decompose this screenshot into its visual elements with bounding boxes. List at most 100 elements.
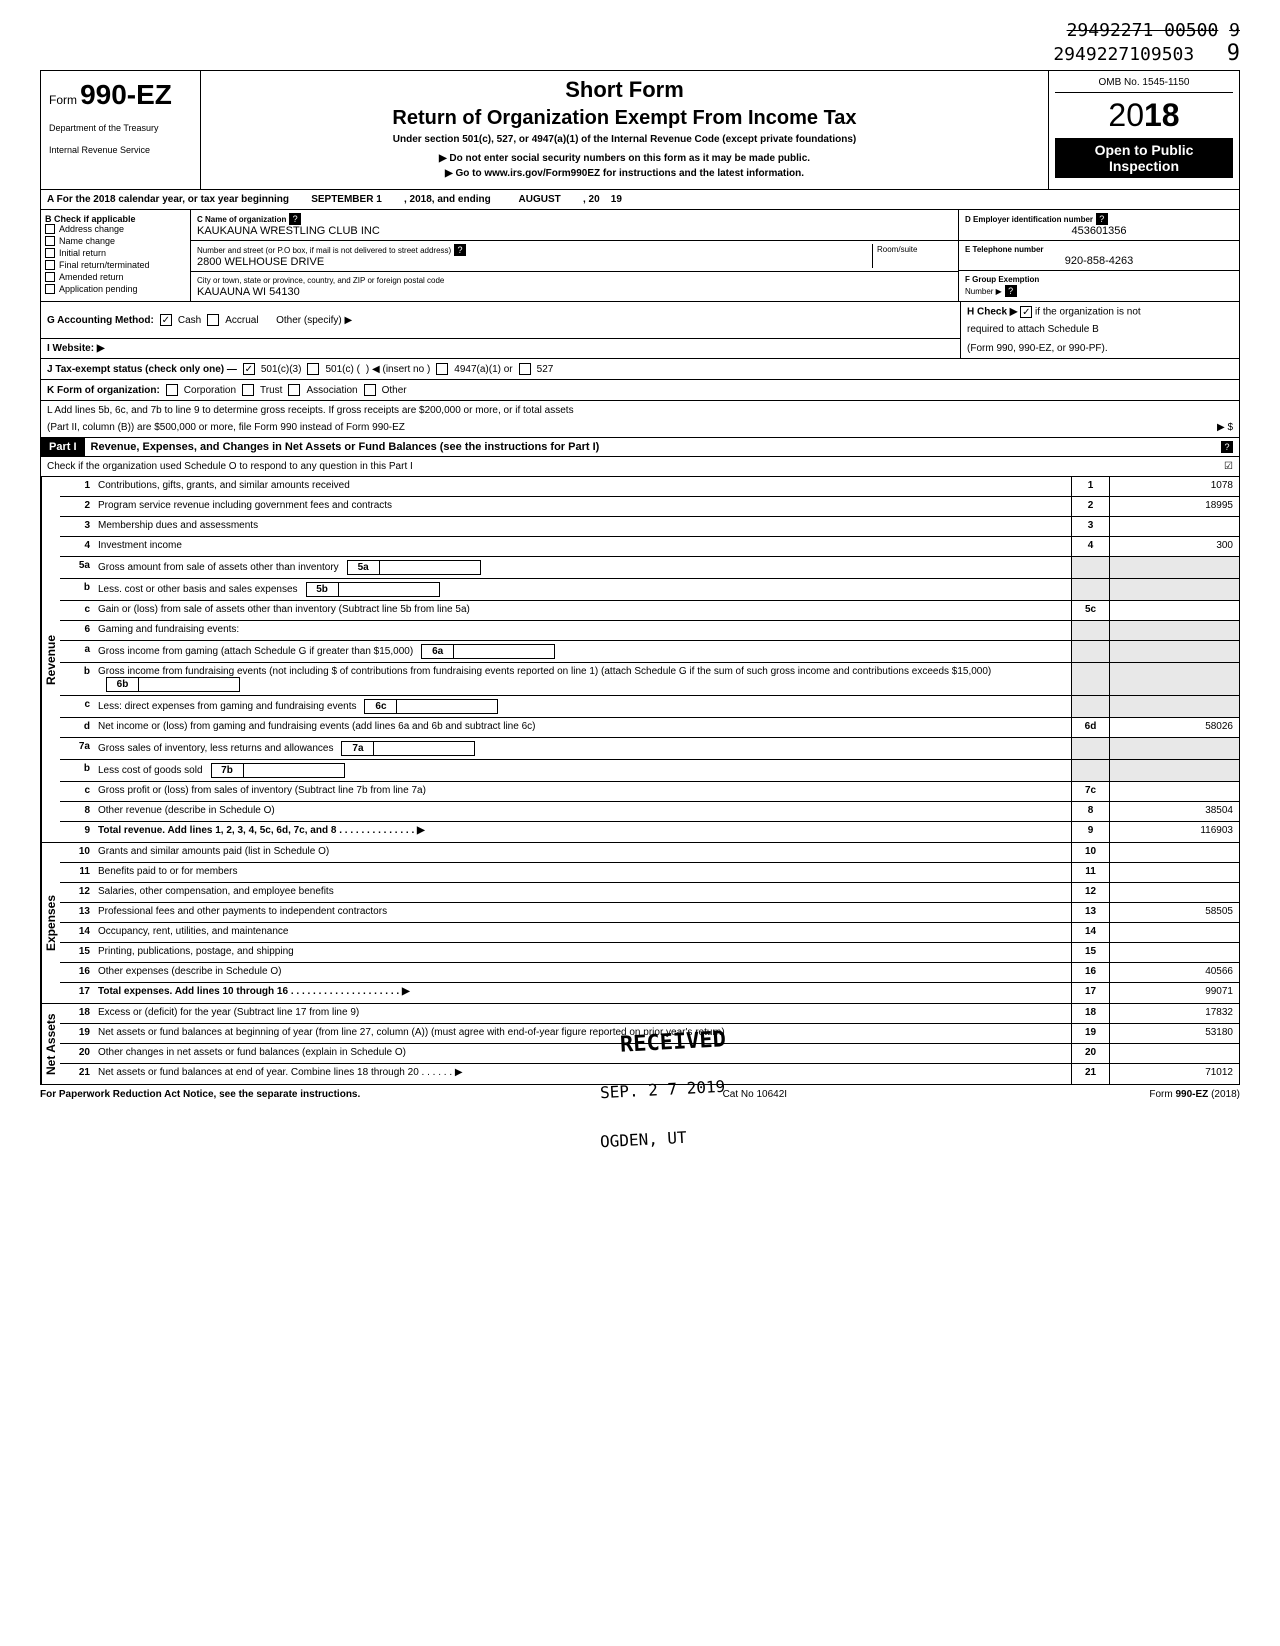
amt-20 (1109, 1044, 1239, 1063)
chk-accrual[interactable] (207, 314, 219, 326)
chk-corp[interactable] (166, 384, 178, 396)
form-page: SCANNED OCT - 8 2019 29492271 00500 9 29… (40, 20, 1240, 1100)
arrow-line-2: ▶ Go to www.irs.gov/Form990EZ for instru… (207, 168, 1042, 179)
header-right: OMB No. 1545-1150 2018 Open to Public In… (1049, 71, 1239, 189)
row-k: K Form of organization: Corporation Trus… (40, 380, 1240, 401)
line-19: Net assets or fund balances at beginning… (94, 1024, 1071, 1043)
l-line1: L Add lines 5b, 6c, and 7b to line 9 to … (47, 405, 574, 416)
row-l: L Add lines 5b, 6c, and 7b to line 9 to … (40, 401, 1240, 438)
netassets-side-label: Net Assets (41, 1004, 60, 1084)
row-a: A For the 2018 calendar year, or tax yea… (40, 190, 1240, 210)
g-cash: Cash (178, 315, 201, 326)
amt-16: 40566 (1109, 963, 1239, 982)
netassets-lines: 18Excess or (deficit) for the year (Subt… (60, 1004, 1239, 1084)
col-c: C Name of organization ? KAUKAUNA WRESTL… (191, 210, 959, 301)
part1-check-row: Check if the organization used Schedule … (40, 457, 1240, 477)
g-accrual: Accrual (225, 315, 258, 326)
chk-cash[interactable]: ✓ (160, 314, 172, 326)
line-11: Benefits paid to or for members (94, 863, 1071, 882)
l-arrow: ▶ $ (1217, 422, 1233, 433)
line-3: Membership dues and assessments (94, 517, 1071, 536)
amt-1: 1078 (1109, 477, 1239, 496)
col-b: B Check if applicable Address change Nam… (41, 210, 191, 301)
row-h3: (Form 990, 990-EZ, or 990-PF). (960, 339, 1240, 359)
expenses-side-label: Expenses (41, 843, 60, 1003)
street: 2800 WELHOUSE DRIVE (197, 256, 324, 268)
chk-501c[interactable] (307, 363, 319, 375)
amt-12 (1109, 883, 1239, 902)
k-corp: Corporation (184, 385, 236, 396)
row-a-begin: SEPTEMBER 1 (311, 194, 382, 205)
netassets-block: Net Assets 18Excess or (deficit) for the… (40, 1004, 1240, 1085)
chk-amended[interactable]: Amended return (45, 272, 186, 282)
amt-17: 99071 (1109, 983, 1239, 1003)
row-i: I Website: ▶ (40, 339, 960, 359)
revenue-lines: 1Contributions, gifts, grants, and simil… (60, 477, 1239, 842)
under-section: Under section 501(c), 527, or 4947(a)(1)… (207, 134, 1042, 145)
amt-10 (1109, 843, 1239, 862)
line-14: Occupancy, rent, utilities, and maintena… (94, 923, 1071, 942)
chk-address[interactable]: Address change (45, 224, 186, 234)
h-line1: H Check ▶ (967, 307, 1017, 318)
line-6c: Less: direct expenses from gaming and fu… (94, 696, 1071, 717)
chk-501c3[interactable]: ✓ (243, 363, 255, 375)
row-j: J Tax-exempt status (check only one) — ✓… (40, 359, 1240, 380)
chk-assoc[interactable] (288, 384, 300, 396)
chk-name[interactable]: Name change (45, 236, 186, 246)
help-icon[interactable]: ? (454, 244, 466, 256)
form-number-box: Form 990-EZ Department of the Treasury I… (41, 71, 201, 189)
row-a-prefix: A For the 2018 calendar year, or tax yea… (47, 194, 289, 205)
line-5c: Gain or (loss) from sale of assets other… (94, 601, 1071, 620)
h-line2: required to attach Schedule B (967, 324, 1099, 335)
chk-pending[interactable]: Application pending (45, 284, 186, 294)
amt-7c (1109, 782, 1239, 801)
help-icon[interactable]: ? (1005, 285, 1017, 297)
chk-527[interactable] (519, 363, 531, 375)
amt-9: 116903 (1109, 822, 1239, 842)
line-1: Contributions, gifts, grants, and simila… (94, 477, 1071, 496)
j-opt2b: ) ◀ (insert no ) (366, 364, 430, 375)
omb-number: OMB No. 1545-1150 (1055, 77, 1233, 93)
right-digit-struck: 9 (1229, 20, 1240, 41)
part1-title: Revenue, Expenses, and Changes in Net As… (85, 438, 1221, 456)
k-trust: Trust (260, 385, 282, 396)
line-6a: Gross income from gaming (attach Schedul… (94, 641, 1071, 662)
amt-3 (1109, 517, 1239, 536)
header-mid: Short Form Return of Organization Exempt… (201, 71, 1049, 189)
help-icon[interactable]: ? (289, 213, 301, 225)
org-name: KAUKAUNA WRESTLING CLUB INC (197, 225, 380, 237)
amt-13: 58505 (1109, 903, 1239, 922)
g-label: G Accounting Method: (47, 315, 154, 326)
chk-4947[interactable] (436, 363, 448, 375)
chk-trust[interactable] (242, 384, 254, 396)
amt-21: 71012 (1109, 1064, 1239, 1084)
line-10: Grants and similar amounts paid (list in… (94, 843, 1071, 862)
form-number: 990-EZ (80, 79, 172, 110)
part1-header-row: Part I Revenue, Expenses, and Changes in… (40, 438, 1240, 457)
line-9: Total revenue. Add lines 1, 2, 3, 4, 5c,… (94, 822, 1071, 842)
section-bcdef: B Check if applicable Address change Nam… (40, 210, 1240, 302)
line-7c: Gross profit or (loss) from sales of inv… (94, 782, 1071, 801)
part1-checked[interactable]: ☑ (1224, 461, 1233, 472)
room-label: Room/suite (877, 245, 917, 254)
chk-h[interactable]: ✓ (1020, 306, 1032, 318)
chk-other[interactable] (364, 384, 376, 396)
j-label: J Tax-exempt status (check only one) — (47, 364, 237, 375)
expenses-lines: 10Grants and similar amounts paid (list … (60, 843, 1239, 1003)
j-opt2: 501(c) ( (325, 364, 359, 375)
j-opt1: 501(c)(3) (261, 364, 302, 375)
street-label: Number and street (or P.O box, if mail i… (197, 246, 451, 255)
top-numbers: 29492271 00500 9 2949227109503 9 (40, 20, 1240, 66)
help-icon[interactable]: ? (1221, 441, 1233, 453)
line-7a: Gross sales of inventory, less returns a… (94, 738, 1071, 759)
part1-check: Check if the organization used Schedule … (47, 461, 1218, 472)
amt-4: 300 (1109, 537, 1239, 556)
help-icon[interactable]: ? (1096, 213, 1108, 225)
line-6: Gaming and fundraising events: (94, 621, 1071, 640)
form-prefix: Form (49, 93, 77, 107)
amt-15 (1109, 943, 1239, 962)
open-public: Open to Public Inspection (1055, 138, 1233, 178)
chk-final[interactable]: Final return/terminated (45, 260, 186, 270)
chk-initial[interactable]: Initial return (45, 248, 186, 258)
f-label: F Group Exemption (965, 275, 1039, 284)
